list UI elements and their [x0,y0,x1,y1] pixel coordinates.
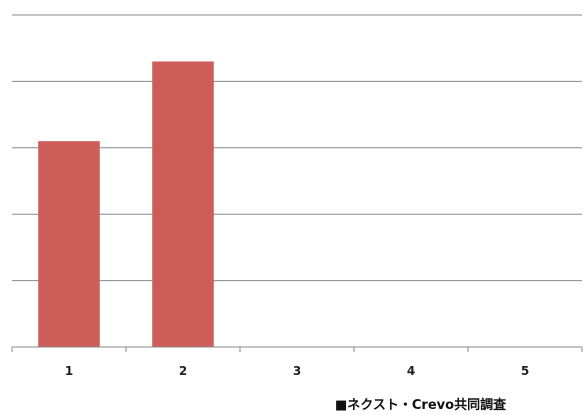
bars [38,61,214,347]
bar-2 [152,61,214,347]
x-tick-label-4: 4 [407,364,415,378]
x-axis [11,346,583,352]
x-tick-labels: 1 2 3 4 5 [65,364,529,378]
bar-1 [38,141,100,347]
x-tick-label-2: 2 [179,364,187,378]
x-tick-label-1: 1 [65,364,73,378]
x-tick-label-3: 3 [293,364,301,378]
x-tick-label-5: 5 [521,364,529,378]
source-note: ■ネクスト・Crevo共同調査 [335,398,507,413]
gridlines [12,14,582,282]
